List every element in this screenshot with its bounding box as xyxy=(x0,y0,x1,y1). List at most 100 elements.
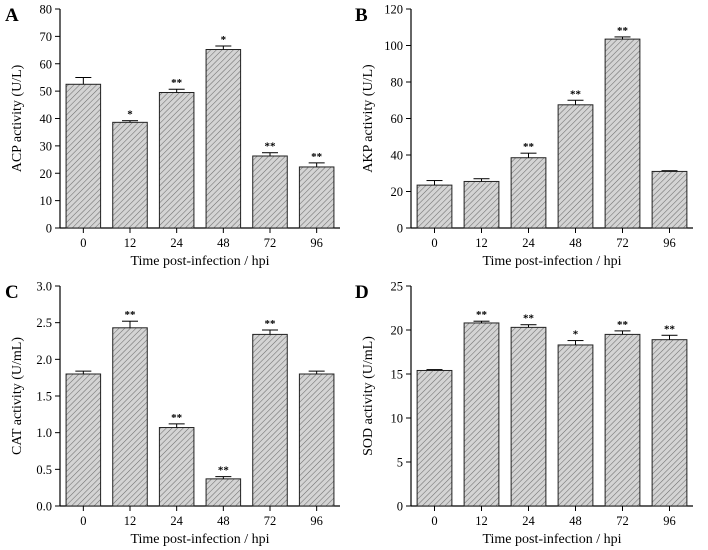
y-tick-label: 25 xyxy=(391,280,404,294)
significance-label: * xyxy=(221,34,227,46)
y-tick-label: 30 xyxy=(40,139,53,153)
y-tick-label: 10 xyxy=(40,194,53,208)
x-tick-label: 0 xyxy=(80,514,86,528)
y-tick-label: 1.0 xyxy=(36,426,52,440)
x-tick-label: 24 xyxy=(522,514,535,528)
bar-48 xyxy=(557,344,594,507)
x-tick-label: 96 xyxy=(310,514,323,528)
y-axis-title: AKP activity (U/L) xyxy=(361,64,376,173)
bar-72 xyxy=(252,155,288,229)
panel-letter: B xyxy=(355,5,368,26)
panel-letter: C xyxy=(5,282,19,303)
significance-label: * xyxy=(573,329,579,341)
bar-12 xyxy=(463,180,500,229)
significance-label: ** xyxy=(311,151,323,163)
significance-label: ** xyxy=(664,323,676,335)
y-tick-label: 15 xyxy=(391,368,404,382)
bar-0 xyxy=(416,184,453,229)
y-tick-label: 70 xyxy=(40,30,53,44)
x-tick-label: 48 xyxy=(569,514,582,528)
y-tick-label: 120 xyxy=(384,3,403,17)
x-tick-label: 12 xyxy=(124,236,137,250)
y-tick-label: 100 xyxy=(384,39,403,53)
y-axis-title: ACP activity (U/L) xyxy=(10,64,25,172)
significance-label: ** xyxy=(523,313,535,325)
significance-label: ** xyxy=(171,77,183,89)
panel-b: B 0 20 40 60 80 100 120 0 12 ** 24 ** 48 ** 72 96 Time po… xyxy=(355,3,693,269)
y-tick-label: 3.0 xyxy=(36,280,52,294)
y-tick-label: 0.0 xyxy=(36,500,52,514)
x-axis-title: Time post-infection / hpi xyxy=(482,254,621,269)
y-tick-label: 40 xyxy=(391,149,404,163)
x-axis-title: Time post-infection / hpi xyxy=(130,254,269,269)
y-tick-label: 20 xyxy=(391,185,404,199)
x-tick-label: 24 xyxy=(170,236,183,250)
significance-label: ** xyxy=(617,25,629,37)
bar-12 xyxy=(112,121,148,229)
y-tick-label: 2.0 xyxy=(36,353,52,367)
bar-48 xyxy=(557,104,594,229)
x-tick-label: 12 xyxy=(124,514,137,528)
x-axis-title: Time post-infection / hpi xyxy=(130,532,269,547)
x-tick-label: 72 xyxy=(616,514,629,528)
bar-0 xyxy=(416,369,453,507)
x-tick-label: 24 xyxy=(522,236,535,250)
bar-0 xyxy=(65,373,102,507)
bar-72 xyxy=(604,333,641,507)
bar-96 xyxy=(298,373,335,507)
bar-72 xyxy=(604,38,641,229)
bar-96 xyxy=(651,339,688,507)
x-tick-label: 96 xyxy=(663,514,676,528)
panel-letter: A xyxy=(5,5,19,26)
bar-12 xyxy=(463,322,500,507)
y-tick-label: 60 xyxy=(391,112,404,126)
bar-24 xyxy=(510,157,547,229)
y-axis-title: CAT activity (U/mL) xyxy=(10,337,25,455)
y-tick-label: 80 xyxy=(40,3,53,17)
panel-d: D 0 5 10 15 20 25 0 ** 12 ** 24 * 48 ** 72 ** 96 Time post… xyxy=(355,280,693,547)
x-tick-label: 72 xyxy=(264,514,277,528)
y-tick-label: 0 xyxy=(397,500,403,514)
significance-label: ** xyxy=(617,319,629,331)
y-tick-label: 20 xyxy=(391,324,404,338)
bar-12 xyxy=(112,327,148,507)
x-tick-label: 48 xyxy=(217,236,230,250)
x-tick-label: 0 xyxy=(431,514,437,528)
x-tick-label: 72 xyxy=(264,236,277,250)
y-tick-label: 80 xyxy=(391,76,404,90)
panel-a: A 0 10 20 30 40 50 60 70 80 0 * 12 ** 24 * 48 ** 72 ** 96 Tim… xyxy=(5,3,340,269)
bar-24 xyxy=(158,91,195,229)
bar-48 xyxy=(205,478,242,507)
x-tick-label: 72 xyxy=(616,236,629,250)
bar-24 xyxy=(510,326,547,507)
y-tick-label: 0 xyxy=(46,222,52,236)
significance-label: ** xyxy=(523,141,535,153)
bar-48 xyxy=(205,49,242,229)
x-tick-label: 96 xyxy=(310,236,323,250)
significance-label: ** xyxy=(570,88,582,100)
x-axis-title: Time post-infection / hpi xyxy=(482,532,621,547)
x-tick-label: 0 xyxy=(80,236,86,250)
panel-c: C 0.0 0.5 1.0 1.5 2.0 2.5 3.0 0 ** 12 ** 24 ** 48 ** 72 9… xyxy=(5,280,340,547)
bar-0 xyxy=(65,83,102,229)
y-tick-label: 20 xyxy=(40,167,53,181)
bar-72 xyxy=(252,333,288,507)
significance-label: ** xyxy=(265,318,277,330)
x-tick-label: 0 xyxy=(431,236,437,250)
panel-letter: D xyxy=(355,282,369,303)
y-tick-label: 10 xyxy=(391,412,404,426)
x-tick-label: 12 xyxy=(475,236,488,250)
x-tick-label: 48 xyxy=(569,236,582,250)
significance-label: ** xyxy=(125,309,137,321)
x-tick-label: 48 xyxy=(217,514,230,528)
significance-label: ** xyxy=(171,412,183,424)
y-tick-label: 60 xyxy=(40,57,53,71)
y-axis-title: SOD activity (U/mL) xyxy=(361,336,376,456)
x-tick-label: 24 xyxy=(170,514,183,528)
significance-label: ** xyxy=(265,141,277,153)
x-tick-label: 96 xyxy=(663,236,676,250)
bar-24 xyxy=(158,427,195,507)
significance-label: ** xyxy=(218,465,230,477)
x-tick-label: 12 xyxy=(475,514,488,528)
